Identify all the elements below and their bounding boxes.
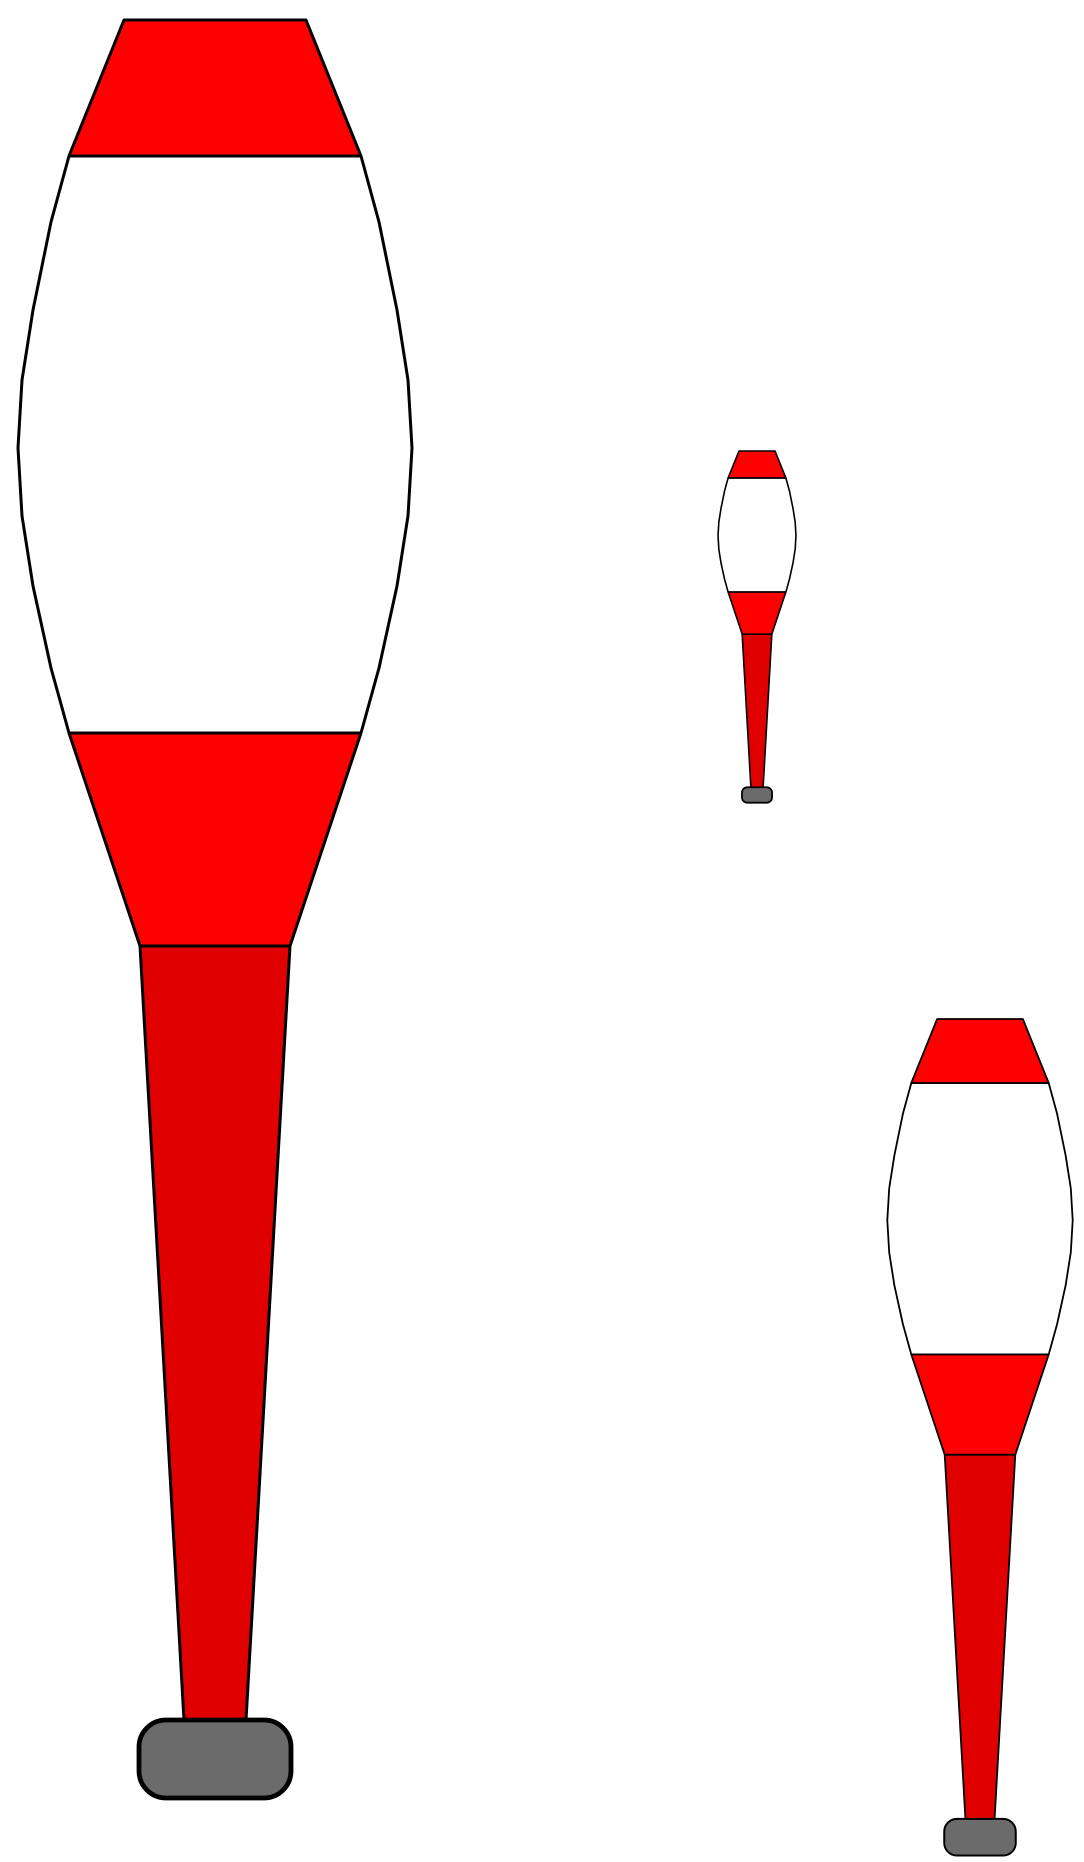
club-bottom-band [67, 731, 363, 948]
club-knob [943, 1817, 1017, 1857]
club-knob [741, 786, 773, 804]
club-medium [886, 1018, 1074, 1857]
club-top-band [727, 450, 787, 479]
club-top-band [910, 1018, 1050, 1084]
club-body [886, 1082, 1074, 1356]
club-knob [136, 1717, 294, 1801]
club-body [16, 154, 414, 735]
club-body [717, 477, 797, 593]
club-large [16, 18, 414, 1801]
club-top-band [67, 18, 363, 158]
club-bottom-band [727, 591, 787, 635]
club-small [717, 450, 797, 804]
club-bottom-band [910, 1353, 1050, 1456]
